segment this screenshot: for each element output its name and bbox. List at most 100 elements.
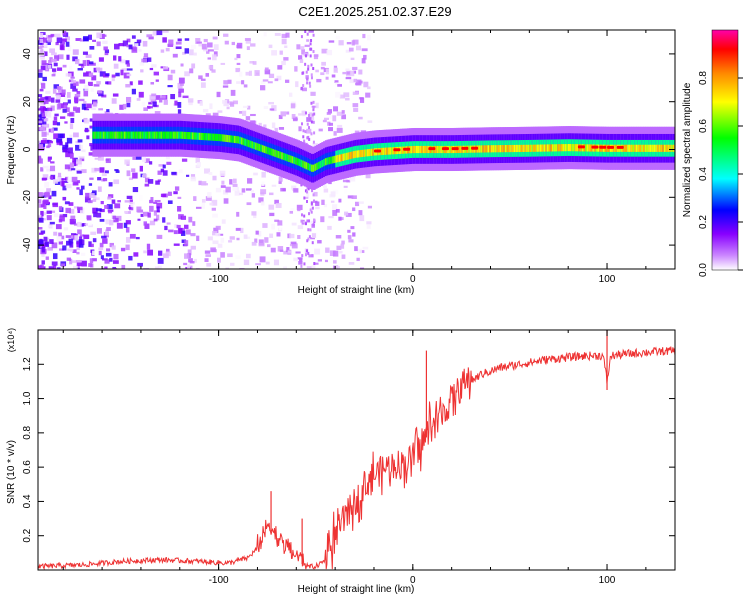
heatmap-cell [438,145,442,154]
heatmap-cell [212,231,218,236]
heatmap-cell [249,120,256,125]
heatmap-cell [40,204,45,208]
heatmap-cell [138,80,143,85]
heatmap-cell [300,183,303,187]
heatmap-cell [277,220,283,226]
heatmap-cell [52,88,57,94]
heatmap-cell [199,101,203,106]
heatmap-cell [131,168,136,173]
heatmap-cell [351,40,355,46]
heatmap-cell [257,231,262,237]
heatmap-cell [51,261,58,266]
heatmap-cell [315,102,319,109]
heatmap-cell [306,39,310,42]
heatmap-cell [200,82,206,88]
heatmap-cell [177,227,183,234]
heatmap-cell [254,238,258,243]
heatmap-cell [236,54,241,59]
heatmap-cell [358,150,362,158]
heatmap-cell [212,213,218,218]
heatmap-cell [186,174,190,177]
heatmap-cell [72,56,78,62]
heatmap-cell [313,54,319,60]
heatmap-cell [202,132,206,141]
heatmap-cell [253,172,258,176]
heatmap-cell [380,147,384,156]
heatmap-cell [232,135,236,143]
heatmap-cell [237,136,241,144]
heatmap-cell [82,223,87,227]
spectrogram-panel: -100 0 100 -40 -20 0 20 40 Height of straight l… [6,29,676,296]
heatmap-cell [248,70,252,76]
heatmap-cell [49,221,55,225]
heatmap-cell [321,199,325,205]
snr-frame [37,329,676,571]
heatmap-cell [354,201,360,207]
heatmap-cell [57,133,64,139]
heatmap-cell [73,107,77,112]
heatmap-cell [111,76,115,82]
heatmap-cell [331,156,336,164]
heatmap-cell [303,214,306,218]
heatmap-cell [277,150,281,159]
heatmap-cell [232,186,238,191]
heatmap-cell [73,223,79,226]
heatmap-cell [115,72,120,77]
heatmap-cell [393,148,401,152]
heatmap-cell [208,49,214,52]
heatmap-cell [206,262,212,267]
heatmap-cell [77,68,83,71]
heatmap-cell [281,152,285,160]
heatmap-cell [342,179,348,183]
heatmap-cell [296,158,301,166]
heatmap-cell [341,254,346,259]
heatmap-cell [80,239,85,246]
heatmap-cell [235,67,241,73]
heatmap-cell [285,79,290,83]
heatmap-cell [63,227,69,231]
heatmap-cell [66,240,72,246]
heatmap-cell [89,193,95,198]
heatmap-cell [255,263,261,266]
heatmap-cell [198,43,203,47]
heatmap-cell [273,259,279,266]
heatmap-cell [122,131,126,139]
heatmap-cell [279,50,283,55]
heatmap-cell [304,222,307,226]
heatmap-cell [335,235,342,239]
heatmap-cell [147,106,153,109]
heatmap-cell [489,145,493,153]
heatmap-cell [64,176,69,181]
heatmap-cell [236,42,243,49]
heatmap-cell [93,67,97,73]
heatmap-cell [310,132,313,136]
heatmap-cell [190,176,197,182]
heatmap-cell [339,94,346,99]
heatmap-cell [131,88,136,95]
heatmap-cell [298,261,303,265]
heatmap-cell [335,208,340,213]
heatmap-cell [57,67,63,71]
heatmap-cell [313,220,316,224]
heatmap-cell [67,92,71,98]
heatmap-cell [86,135,90,140]
heatmap-cell [276,232,281,237]
heatmap-cell [251,211,257,216]
heatmap-cell [311,254,314,258]
heatmap-cell [173,43,179,50]
heatmap-cell [88,241,92,247]
heatmap-cell [148,101,153,105]
heatmap-cell [410,146,414,154]
heatmap-cell [56,86,61,90]
heatmap-cell [97,155,104,161]
heatmap-cell [306,122,309,126]
heatmap-cell [316,162,320,170]
heatmap-cell [144,177,150,183]
colorbar-tick-label: 0.4 [698,167,709,181]
heatmap-cell [665,144,669,152]
heatmap-cell [125,220,131,225]
heatmap-cell [128,44,133,50]
heatmap-cell [208,171,213,176]
heatmap-cell [328,216,334,219]
heatmap-cell [61,180,65,187]
